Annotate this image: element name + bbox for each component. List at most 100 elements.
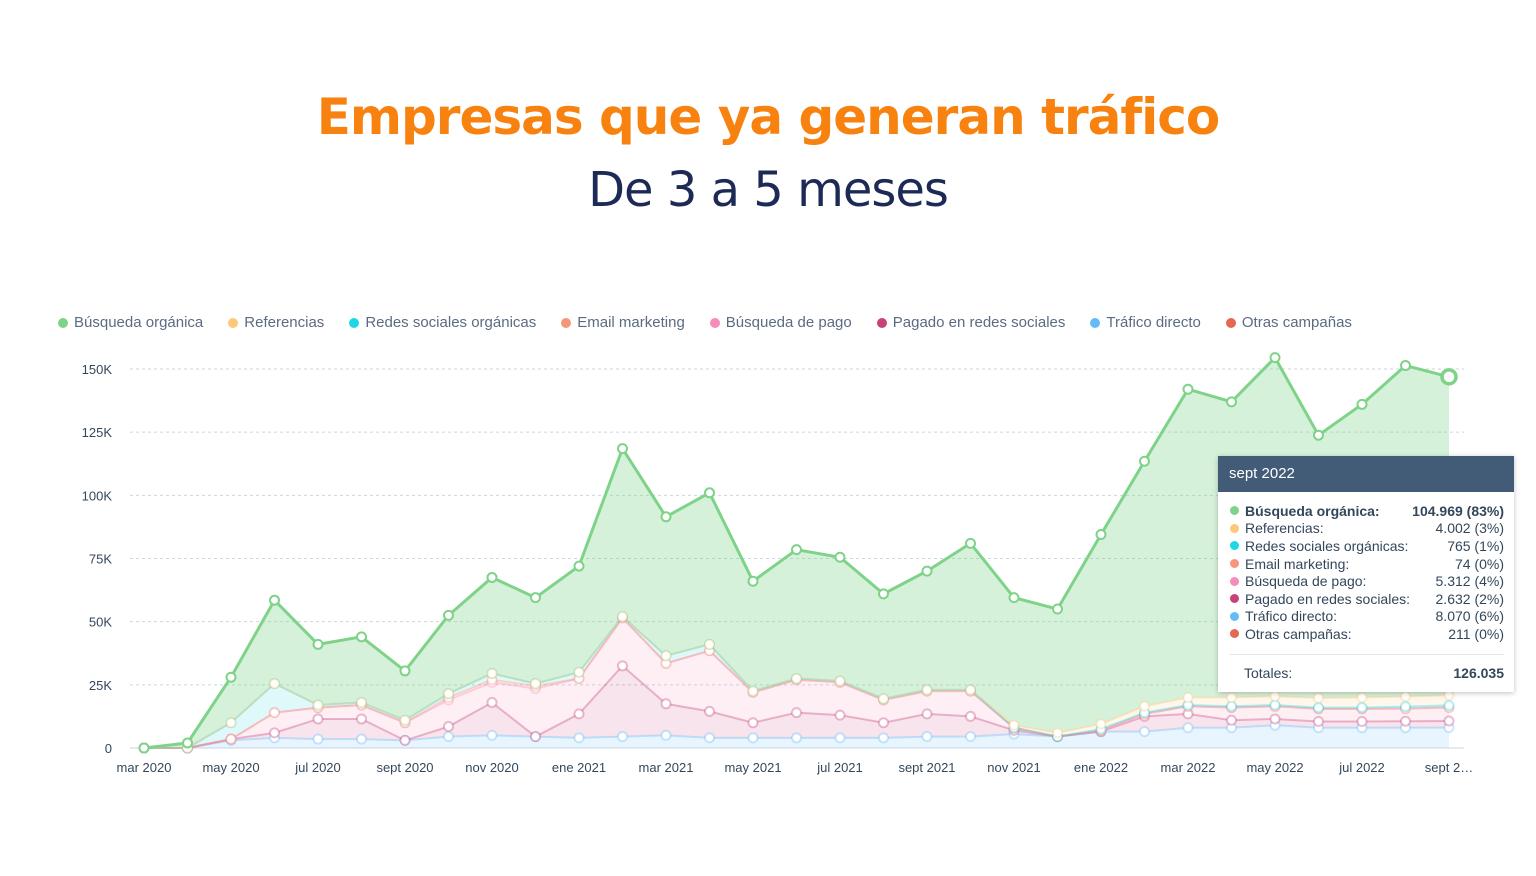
- data-point[interactable]: [1313, 692, 1324, 704]
- data-point[interactable]: [834, 551, 846, 563]
- data-point[interactable]: [1052, 603, 1063, 615]
- data-point[interactable]: [1356, 691, 1368, 703]
- data-point[interactable]: [1095, 718, 1107, 730]
- data-point[interactable]: [1226, 714, 1237, 726]
- data-point[interactable]: [269, 707, 280, 719]
- data-point[interactable]: [1443, 715, 1455, 727]
- data-point[interactable]: [921, 565, 933, 577]
- data-point[interactable]: [225, 717, 237, 729]
- data-point[interactable]: [921, 684, 933, 696]
- data-point[interactable]: [704, 732, 715, 744]
- data-point[interactable]: [225, 671, 237, 683]
- legend-item[interactable]: Pagado en redes sociales: [876, 314, 1065, 331]
- data-point[interactable]: [1226, 691, 1237, 703]
- data-point[interactable]: [1008, 592, 1020, 604]
- legend-item[interactable]: Email marketing: [561, 314, 685, 331]
- data-point[interactable]: [878, 693, 889, 705]
- data-point[interactable]: [1182, 722, 1194, 734]
- legend-item[interactable]: Otras campañas: [1225, 314, 1352, 331]
- data-point[interactable]: [1400, 715, 1411, 727]
- data-point[interactable]: [530, 731, 541, 743]
- data-point[interactable]: [1313, 702, 1324, 714]
- data-point[interactable]: [747, 575, 759, 587]
- data-point[interactable]: [878, 732, 889, 744]
- data-point[interactable]: [878, 588, 889, 600]
- data-point[interactable]: [573, 666, 585, 678]
- data-point[interactable]: [1226, 396, 1237, 408]
- data-point[interactable]: [312, 713, 324, 725]
- data-point[interactable]: [356, 631, 367, 643]
- data-point[interactable]: [660, 698, 672, 710]
- data-point[interactable]: [965, 537, 976, 549]
- data-point[interactable]: [399, 665, 411, 677]
- data-point[interactable]: [1182, 691, 1194, 703]
- data-point[interactable]: [1226, 700, 1237, 712]
- data-point[interactable]: [1008, 719, 1020, 731]
- data-point[interactable]: [1313, 429, 1324, 441]
- data-point[interactable]: [617, 611, 628, 623]
- data-point[interactable]: [1269, 713, 1281, 725]
- data-point[interactable]: [965, 710, 976, 722]
- data-point[interactable]: [660, 729, 672, 741]
- data-point[interactable]: [399, 714, 411, 726]
- data-point[interactable]: [1400, 360, 1411, 372]
- data-point[interactable]: [573, 708, 585, 720]
- data-point[interactable]: [1139, 726, 1150, 738]
- data-point[interactable]: [1269, 699, 1281, 711]
- data-point[interactable]: [791, 544, 802, 556]
- data-point[interactable]: [1356, 715, 1368, 727]
- data-point[interactable]: [617, 443, 628, 455]
- data-point[interactable]: [312, 733, 324, 745]
- data-point[interactable]: [573, 732, 585, 744]
- data-point[interactable]: [486, 571, 498, 583]
- data-point[interactable]: [356, 713, 367, 725]
- data-point[interactable]: [747, 732, 759, 744]
- data-point[interactable]: [1400, 691, 1411, 703]
- data-point[interactable]: [1139, 700, 1150, 712]
- data-point[interactable]: [443, 731, 454, 743]
- data-point[interactable]: [1313, 715, 1324, 727]
- data-point[interactable]: [660, 650, 672, 662]
- data-point[interactable]: [704, 487, 715, 499]
- data-point[interactable]: [1356, 398, 1368, 410]
- data-point[interactable]: [1440, 368, 1458, 386]
- data-point[interactable]: [356, 697, 367, 709]
- data-point[interactable]: [443, 609, 454, 621]
- data-point[interactable]: [834, 675, 846, 687]
- data-point[interactable]: [1269, 352, 1281, 364]
- data-point[interactable]: [1182, 383, 1194, 395]
- data-point[interactable]: [921, 731, 933, 743]
- data-point[interactable]: [1356, 702, 1368, 714]
- data-point[interactable]: [747, 685, 759, 697]
- data-point[interactable]: [617, 731, 628, 743]
- data-point[interactable]: [356, 733, 367, 745]
- data-point[interactable]: [443, 688, 454, 700]
- data-point[interactable]: [878, 717, 889, 729]
- data-point[interactable]: [269, 594, 280, 606]
- data-point[interactable]: [1269, 690, 1281, 702]
- data-point[interactable]: [617, 660, 628, 672]
- legend-item[interactable]: Redes sociales orgánicas: [349, 314, 536, 331]
- data-point[interactable]: [704, 705, 715, 717]
- data-point[interactable]: [834, 709, 846, 721]
- data-point[interactable]: [1400, 701, 1411, 713]
- data-point[interactable]: [1095, 528, 1107, 540]
- data-point[interactable]: [965, 684, 976, 696]
- data-point[interactable]: [834, 732, 846, 744]
- data-point[interactable]: [486, 697, 498, 709]
- data-point[interactable]: [1052, 727, 1063, 739]
- data-point[interactable]: [573, 560, 585, 572]
- data-point[interactable]: [138, 742, 150, 754]
- data-point[interactable]: [530, 678, 541, 690]
- data-point[interactable]: [312, 699, 324, 711]
- legend-item[interactable]: Búsqueda de pago: [709, 314, 852, 331]
- legend-item[interactable]: Tráfico directo: [1090, 314, 1201, 331]
- data-point[interactable]: [225, 733, 237, 745]
- data-point[interactable]: [182, 737, 193, 749]
- data-point[interactable]: [704, 638, 715, 650]
- data-point[interactable]: [486, 667, 498, 679]
- data-point[interactable]: [965, 731, 976, 743]
- data-point[interactable]: [530, 592, 541, 604]
- data-point[interactable]: [660, 511, 672, 523]
- data-point[interactable]: [921, 708, 933, 720]
